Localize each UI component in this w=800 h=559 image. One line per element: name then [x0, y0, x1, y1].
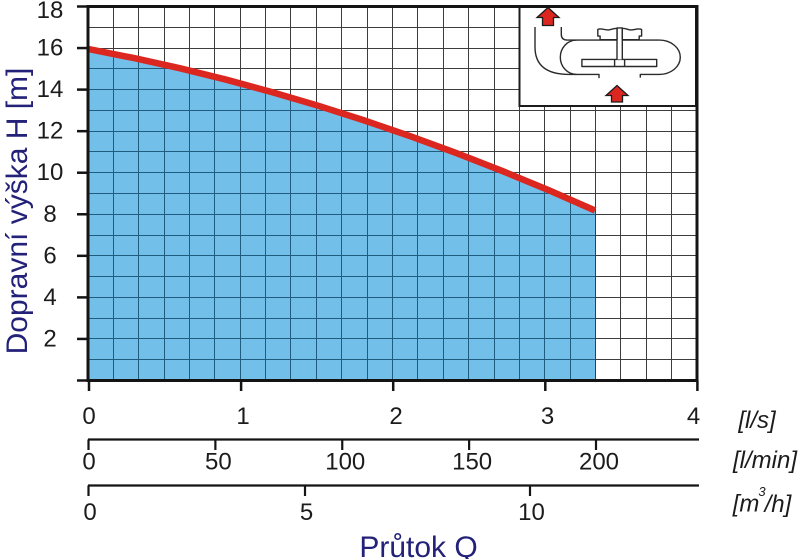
svg-text:50: 50 — [205, 449, 232, 476]
svg-text:3: 3 — [541, 403, 554, 430]
svg-text:2: 2 — [389, 403, 402, 430]
svg-text:0: 0 — [83, 499, 96, 526]
svg-text:100: 100 — [325, 449, 365, 476]
svg-text:150: 150 — [452, 449, 492, 476]
svg-text:200: 200 — [579, 449, 619, 476]
svg-text:10: 10 — [37, 159, 64, 186]
svg-text:4: 4 — [43, 284, 56, 311]
svg-text:16: 16 — [37, 35, 64, 62]
svg-text:18: 18 — [37, 0, 64, 24]
svg-text:8: 8 — [43, 201, 56, 228]
svg-text:Průtok Q: Průtok Q — [359, 531, 477, 559]
svg-text:14: 14 — [37, 76, 64, 103]
svg-text:12: 12 — [37, 118, 64, 145]
svg-text:[m3/h]: [m3/h] — [732, 484, 793, 518]
svg-text:10: 10 — [518, 499, 545, 526]
svg-text:5: 5 — [300, 499, 313, 526]
svg-text:1: 1 — [236, 403, 249, 430]
svg-text:[l/s]: [l/s] — [737, 407, 777, 434]
svg-text:0: 0 — [82, 449, 95, 476]
svg-text:2: 2 — [43, 325, 56, 352]
svg-text:Dopravní výška H [m]: Dopravní výška H [m] — [1, 68, 34, 355]
svg-text:0: 0 — [82, 403, 95, 430]
svg-text:4: 4 — [687, 403, 700, 430]
svg-text:[l/min]: [l/min] — [732, 447, 798, 474]
svg-text:6: 6 — [43, 242, 56, 269]
